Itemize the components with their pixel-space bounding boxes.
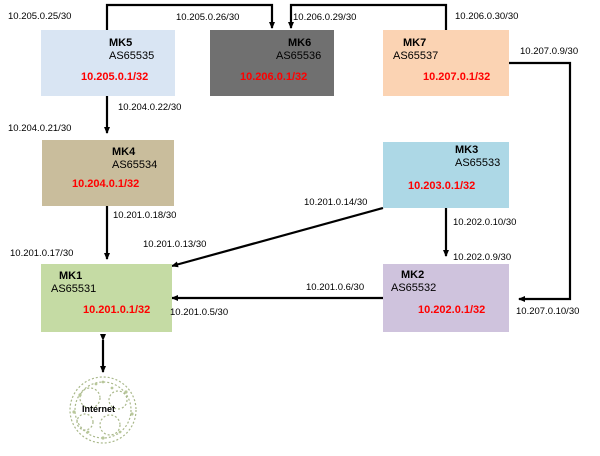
router-name: MK6 (288, 37, 312, 49)
router-name: MK2 (401, 269, 425, 281)
router-mk2[interactable]: MK2 AS65532 10.202.0.1/32 (383, 264, 509, 332)
link-mk3-mk1 (171, 206, 384, 268)
router-network: 10.206.0.1/32 (240, 71, 308, 83)
link-label: 10.207.0.10/30 (516, 306, 580, 317)
link-mk5-mk6 (105, 3, 275, 36)
link-label: 10.202.0.10/30 (453, 217, 517, 228)
link-label: 10.206.0.29/30 (293, 12, 357, 23)
router-network: 10.205.0.1/32 (81, 71, 149, 83)
link-label: 10.204.0.22/30 (118, 102, 182, 113)
link-label: 10.202.0.9/30 (453, 252, 512, 263)
router-network: 10.203.0.1/32 (408, 180, 476, 192)
router-mk7[interactable]: MK7 AS65537 10.207.0.1/32 (383, 30, 509, 96)
router-asn: AS65536 (276, 50, 322, 62)
router-network: 10.204.0.1/32 (72, 178, 140, 190)
link-label: 10.201.0.5/30 (170, 307, 229, 318)
router-name: MK4 (112, 146, 136, 158)
link-label: 10.201.0.18/30 (113, 210, 177, 221)
router-mk1[interactable]: MK1 AS65531 10.201.0.1/32 (41, 264, 172, 332)
link-mk7-mk6 (288, 3, 448, 36)
router-mk5[interactable]: MK5 AS65535 10.205.0.1/32 (41, 30, 175, 96)
link-label: 10.205.0.26/30 (176, 12, 240, 23)
link-mk7-mk2 (509, 61, 572, 302)
link-label: 10.205.0.25/30 (8, 11, 72, 22)
router-network: 10.202.0.1/32 (418, 304, 486, 316)
router-mk4[interactable]: MK4 AS65534 10.204.0.1/32 (42, 140, 174, 206)
link-label: 10.206.0.30/30 (455, 11, 519, 22)
router-network: 10.207.0.1/32 (423, 71, 491, 83)
link-label: 10.204.0.21/30 (8, 123, 72, 134)
link-label: 10.201.0.17/30 (10, 248, 74, 259)
router-name: MK3 (455, 144, 479, 156)
router-mk6[interactable]: MK6 AS65536 10.206.0.1/32 (210, 30, 334, 96)
router-name: MK1 (59, 270, 83, 282)
link-label: 10.201.0.6/30 (306, 282, 365, 293)
router-network: 10.201.0.1/32 (83, 304, 151, 316)
router-mk3[interactable]: MK3 AS65533 10.203.0.1/32 (383, 142, 509, 208)
router-asn: AS65535 (109, 50, 155, 62)
link-label: 10.201.0.14/30 (304, 197, 368, 208)
internet-label: Internet (82, 404, 116, 414)
router-asn: AS65537 (393, 50, 439, 62)
router-asn: AS65531 (51, 283, 97, 295)
link-label: 10.201.0.13/30 (143, 239, 207, 250)
router-asn: AS65533 (455, 157, 501, 169)
router-name: MK5 (109, 37, 133, 49)
router-asn: AS65534 (112, 159, 158, 171)
link-label: 10.207.0.9/30 (520, 46, 579, 57)
router-name: MK7 (403, 37, 427, 49)
router-asn: AS65532 (391, 282, 437, 294)
